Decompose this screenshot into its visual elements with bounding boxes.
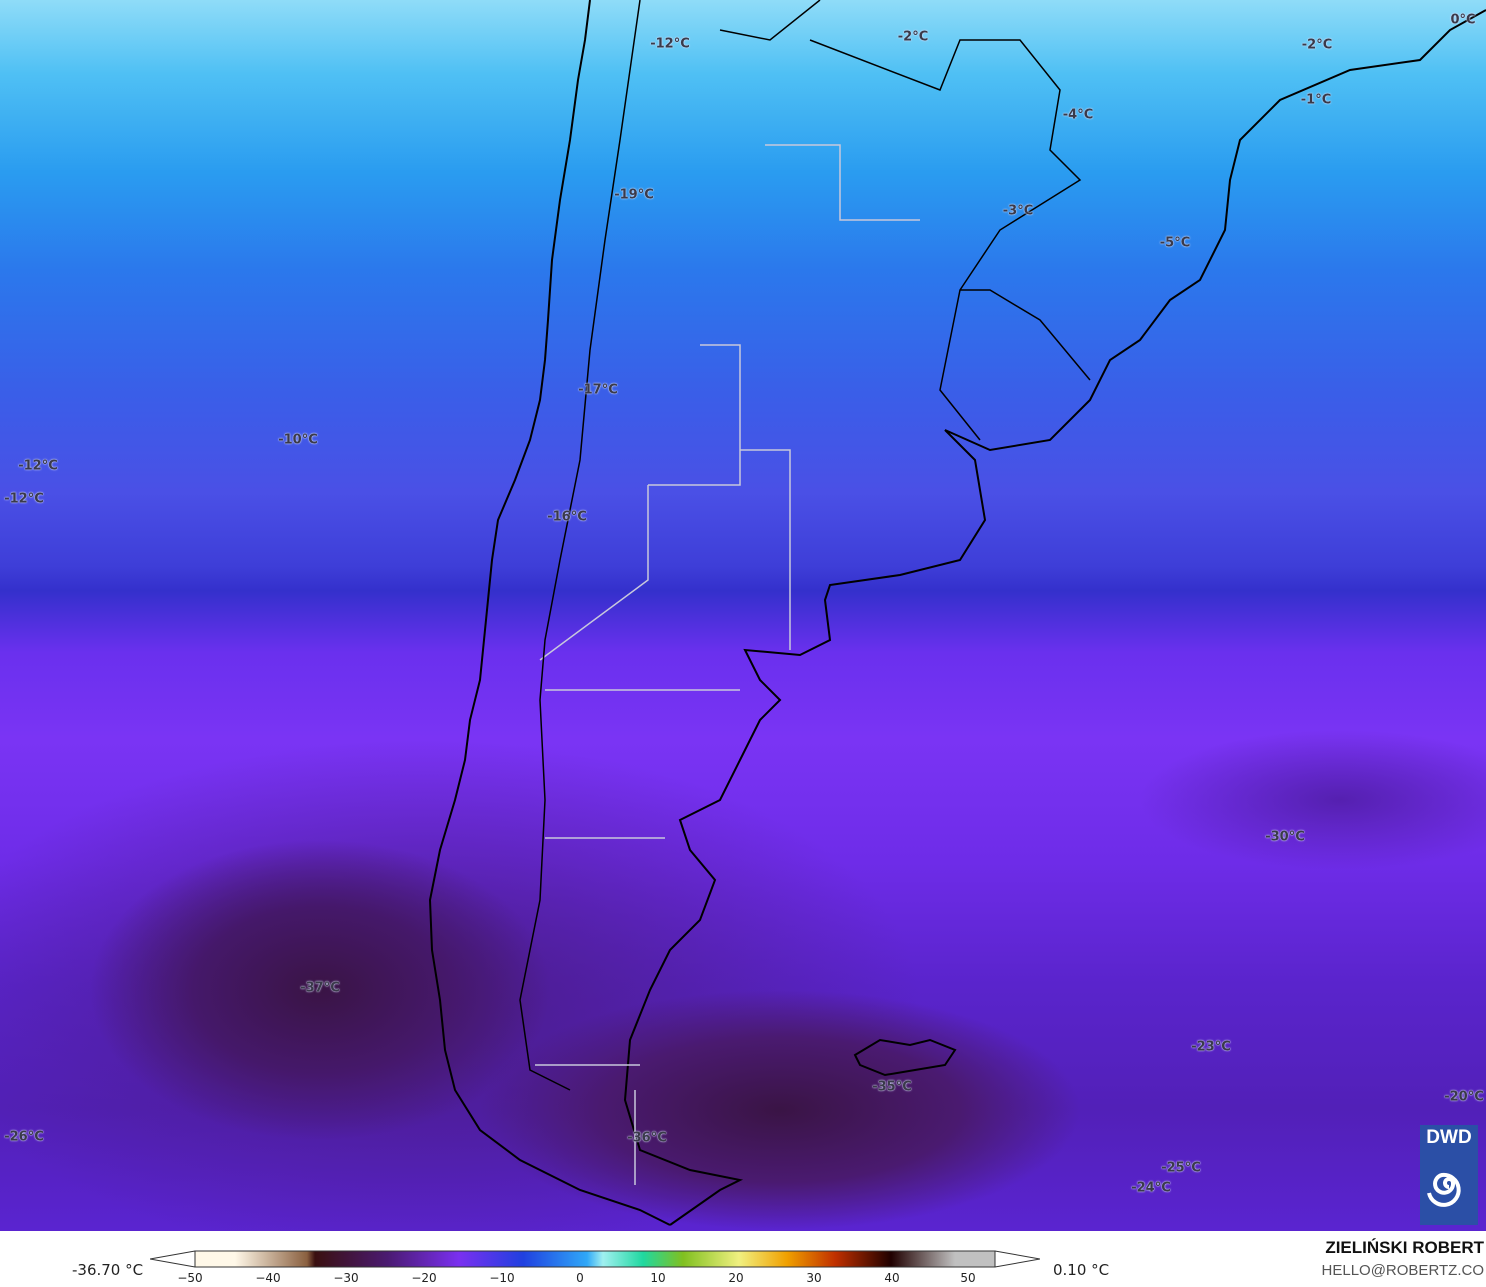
temp-label: -4°C (1062, 107, 1094, 123)
coastline-east (623, 9, 1486, 1226)
legend-tick: 10 (650, 1271, 666, 1285)
legend-tick: 40 (884, 1271, 900, 1285)
temperature-map[interactable]: -12°C -2°C 0°C -2°C -1°C -4°C -19°C -3°C… (0, 0, 1486, 1231)
legend-bar: -36.70 °C −50 −40 −30 −20 −10 0 10 20 30… (0, 1231, 1486, 1287)
legend-tick: −50 (177, 1271, 203, 1285)
temp-label: -12°C (650, 36, 690, 52)
province-borders (535, 144, 920, 1185)
country-border-andes (519, 0, 641, 1091)
temp-label: -10°C (278, 432, 318, 448)
temp-label: -12°C (4, 491, 44, 507)
temp-label: -23°C (1191, 1039, 1231, 1055)
legend-tick: 0 (576, 1271, 584, 1285)
legend-max-value: 0.10 °C (1053, 1261, 1110, 1279)
temp-label: -2°C (1301, 37, 1333, 53)
legend-tick: −30 (333, 1271, 359, 1285)
legend-tick: −20 (411, 1271, 437, 1285)
legend-tick: 50 (960, 1271, 976, 1285)
author-credit: ZIELIŃSKI ROBERT (1325, 1238, 1484, 1257)
map-lines (428, 0, 1486, 1226)
temp-label: -3°C (1002, 203, 1034, 219)
temp-label: -12°C (18, 458, 58, 474)
temp-label: -35°C (872, 1079, 912, 1095)
temp-label: -2°C (897, 29, 929, 45)
legend-tick: 30 (806, 1271, 822, 1285)
author-email: HELLO@ROBERTZ.CO (1321, 1262, 1484, 1279)
temp-label: -16°C (547, 509, 587, 525)
temp-label: -1°C (1300, 92, 1332, 108)
temp-label: -19°C (614, 187, 654, 203)
temp-label: -5°C (1159, 235, 1191, 251)
dwd-logo-text: DWD (1426, 1127, 1472, 1148)
temp-label: -24°C (1131, 1180, 1171, 1196)
coastline-west (428, 0, 671, 1226)
falkland-islands (853, 1038, 957, 1077)
temp-label: -37°C (300, 980, 340, 996)
temp-label: -25°C (1161, 1160, 1201, 1176)
legend-tick: −10 (489, 1271, 515, 1285)
legend-tick: 20 (728, 1271, 744, 1285)
temp-label: -30°C (1265, 829, 1305, 845)
legend-min-value: -36.70 °C (72, 1261, 144, 1279)
temp-label: -17°C (578, 382, 618, 398)
dwd-logo: DWD (1420, 1125, 1478, 1225)
temp-label: -36°C (627, 1130, 667, 1146)
temp-label: -20°C (1444, 1089, 1484, 1105)
legend-tick: −40 (255, 1271, 281, 1285)
temp-label: 0°C (1450, 12, 1476, 28)
colorbar (150, 1250, 1040, 1268)
country-border-north (719, 0, 1091, 441)
spiral-icon (1427, 1172, 1461, 1207)
temp-label: -26°C (4, 1129, 44, 1145)
